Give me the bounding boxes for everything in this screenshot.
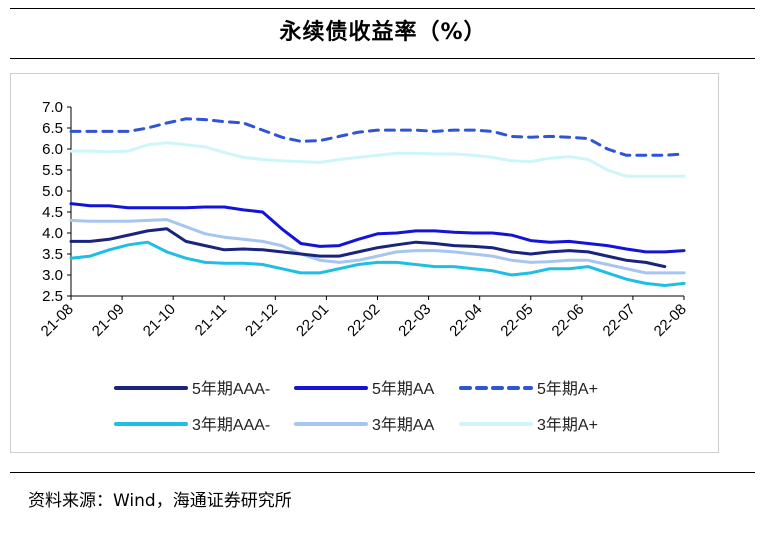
y-tick-label: 4.0 [42,225,63,242]
x-tick-label: 22-01 [293,301,332,340]
legend-label-2: 5年期A+ [537,380,598,398]
series-line-0 [69,227,667,269]
series-line-3 [69,240,686,287]
y-tick-label: 3.0 [42,267,63,284]
x-tick-label: 22-03 [395,301,434,340]
legend-label-3: 3年期AAA- [192,416,270,434]
legend-label-4: 3年期AA [372,416,435,434]
title-rule [10,58,755,59]
y-tick-label: 5.5 [42,162,63,179]
bottom-rule [10,472,755,473]
chart-panel: 7.0 6.5 6.0 5.5 5.0 4.5 4.0 3.5 3.0 2.5 21-08 21-09… [10,73,719,453]
x-tick-label: 22-07 [600,301,639,340]
top-rule [10,8,755,9]
y-tick-label: 4.5 [42,204,63,221]
legend-label-1: 5年期AA [372,380,435,398]
page-title: 永续债收益率（%） [279,20,487,45]
y-tick-label: 2.5 [42,288,63,305]
series-line-1 [69,202,686,254]
x-tick-label: 22-04 [446,301,485,340]
x-tick-label: 22-06 [549,301,588,340]
x-tick-label: 21-08 [38,301,77,340]
y-tick-label: 5.0 [42,183,63,200]
legend-label-0: 5年期AAA- [192,380,270,398]
y-tick-label: 3.5 [42,246,63,263]
x-tick-label: 21-09 [89,301,128,340]
series-line-4 [69,218,686,275]
y-tick-label: 7.0 [42,99,63,116]
y-tick-label: 6.0 [42,141,63,158]
x-tick-label: 21-11 [192,301,230,339]
x-tick-label: 22-08 [651,301,690,340]
x-tick-label: 22-05 [497,301,536,340]
y-tick-label: 6.5 [42,120,63,137]
x-tick-label: 21-10 [140,301,179,340]
line-chart: 7.0 6.5 6.0 5.5 5.0 4.5 4.0 3.5 3.0 2.521-08 21-09… [38,99,690,434]
series-line-5 [69,141,686,178]
x-tick-label: 22-02 [344,301,383,340]
x-tick-label: 21-12 [242,301,281,340]
series-line-2 [69,117,686,157]
legend-label-5: 3年期A+ [537,416,598,434]
source-note: 资料来源：Wind，海通证券研究所 [28,491,292,511]
